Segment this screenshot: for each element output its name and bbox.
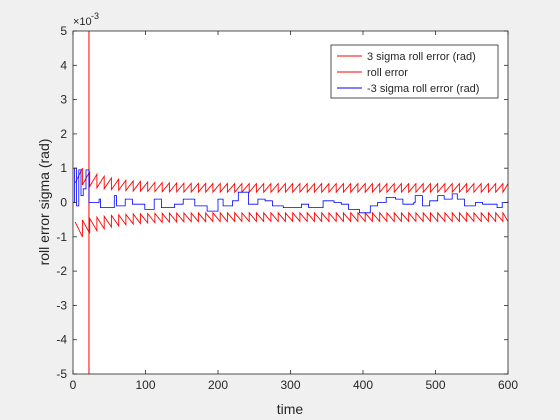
x-tick-label: 600 (498, 378, 518, 392)
y-tick-label: -1 (56, 230, 67, 244)
y-tick-label: 1 (60, 161, 67, 175)
legend: 3 sigma roll error (rad) roll error -3 s… (330, 44, 499, 99)
series-layer (73, 31, 509, 374)
tick-layer: 0 100 200 300 400 500 600 -5 -4 -3 -2 -1 0 1 2 3 4 5 (56, 24, 518, 392)
legend-label-series-1: 3 sigma roll error (rad) (367, 51, 476, 63)
legend-label-series-2: roll error (367, 67, 408, 79)
x-axis-label: time (277, 401, 304, 417)
y-exponent-prefix: ×10 (73, 16, 92, 28)
y-tick-label: -4 (56, 333, 67, 347)
x-tick-label: 100 (135, 378, 155, 392)
y-tick-label: -2 (56, 264, 67, 278)
y-tick-label: 5 (60, 24, 67, 38)
y-tick-label: -3 (56, 298, 67, 312)
series-3-line (73, 167, 509, 214)
y-tick-label: 2 (60, 127, 67, 141)
series-1-upper-sawtooth (74, 168, 509, 194)
y-tick-label: -5 (56, 367, 67, 381)
x-tick-label: 300 (280, 378, 300, 392)
y-tick-label: 3 (60, 93, 67, 107)
x-tick-label: 0 (70, 378, 77, 392)
y-exponent-power: -3 (91, 11, 99, 21)
series-1-lower-sawtooth (74, 211, 509, 237)
x-tick-label: 200 (208, 378, 228, 392)
y-axis-label: roll error sigma (rad) (36, 139, 52, 266)
x-tick-label: 400 (353, 378, 373, 392)
x-tick-label: 500 (425, 378, 445, 392)
legend-label-series-3: -3 sigma roll error (rad) (367, 83, 479, 95)
y-tick-label: 0 (60, 196, 67, 210)
y-tick-label: 4 (60, 58, 67, 72)
